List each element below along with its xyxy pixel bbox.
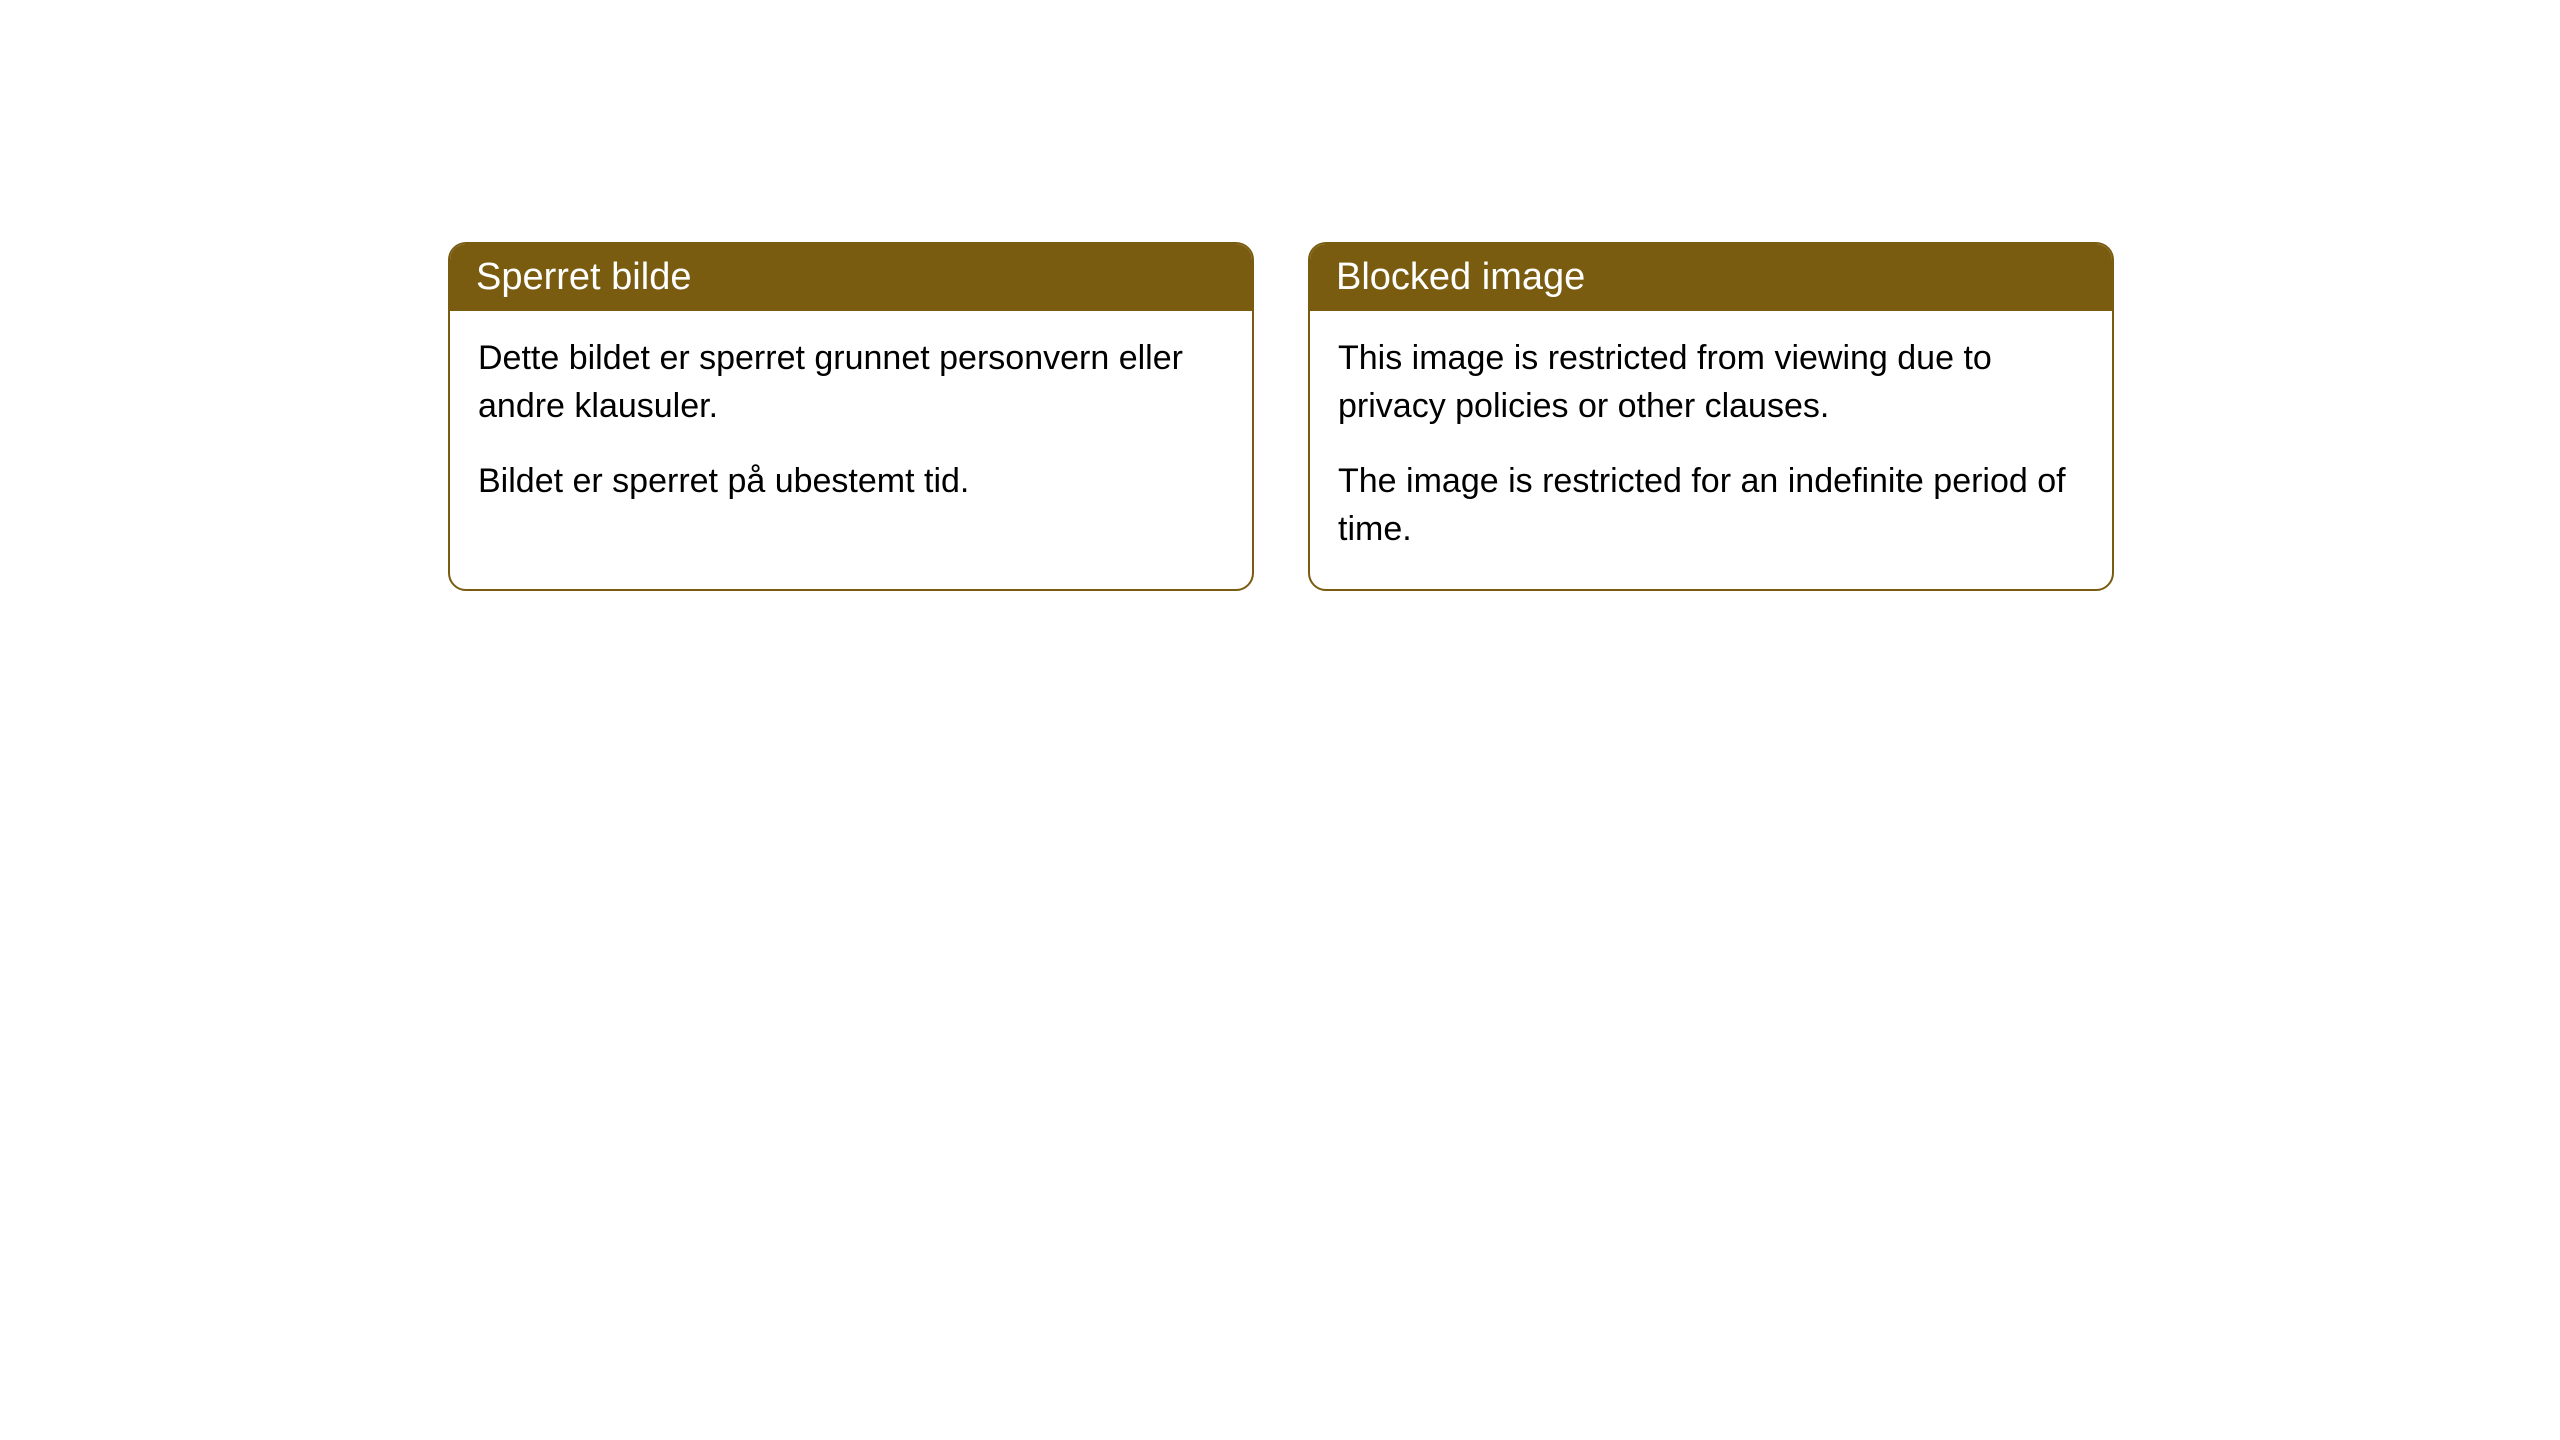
notice-card-english: Blocked image This image is restricted f… [1308, 242, 2114, 591]
card-body-norwegian: Dette bildet er sperret grunnet personve… [450, 311, 1252, 542]
notice-text: Dette bildet er sperret grunnet personve… [478, 335, 1224, 430]
notice-text: The image is restricted for an indefinit… [1338, 458, 2084, 553]
card-header-norwegian: Sperret bilde [450, 244, 1252, 311]
notice-cards-container: Sperret bilde Dette bildet er sperret gr… [448, 242, 2114, 591]
notice-card-norwegian: Sperret bilde Dette bildet er sperret gr… [448, 242, 1254, 591]
card-header-english: Blocked image [1310, 244, 2112, 311]
notice-text: This image is restricted from viewing du… [1338, 335, 2084, 430]
card-body-english: This image is restricted from viewing du… [1310, 311, 2112, 589]
notice-text: Bildet er sperret på ubestemt tid. [478, 458, 1224, 506]
